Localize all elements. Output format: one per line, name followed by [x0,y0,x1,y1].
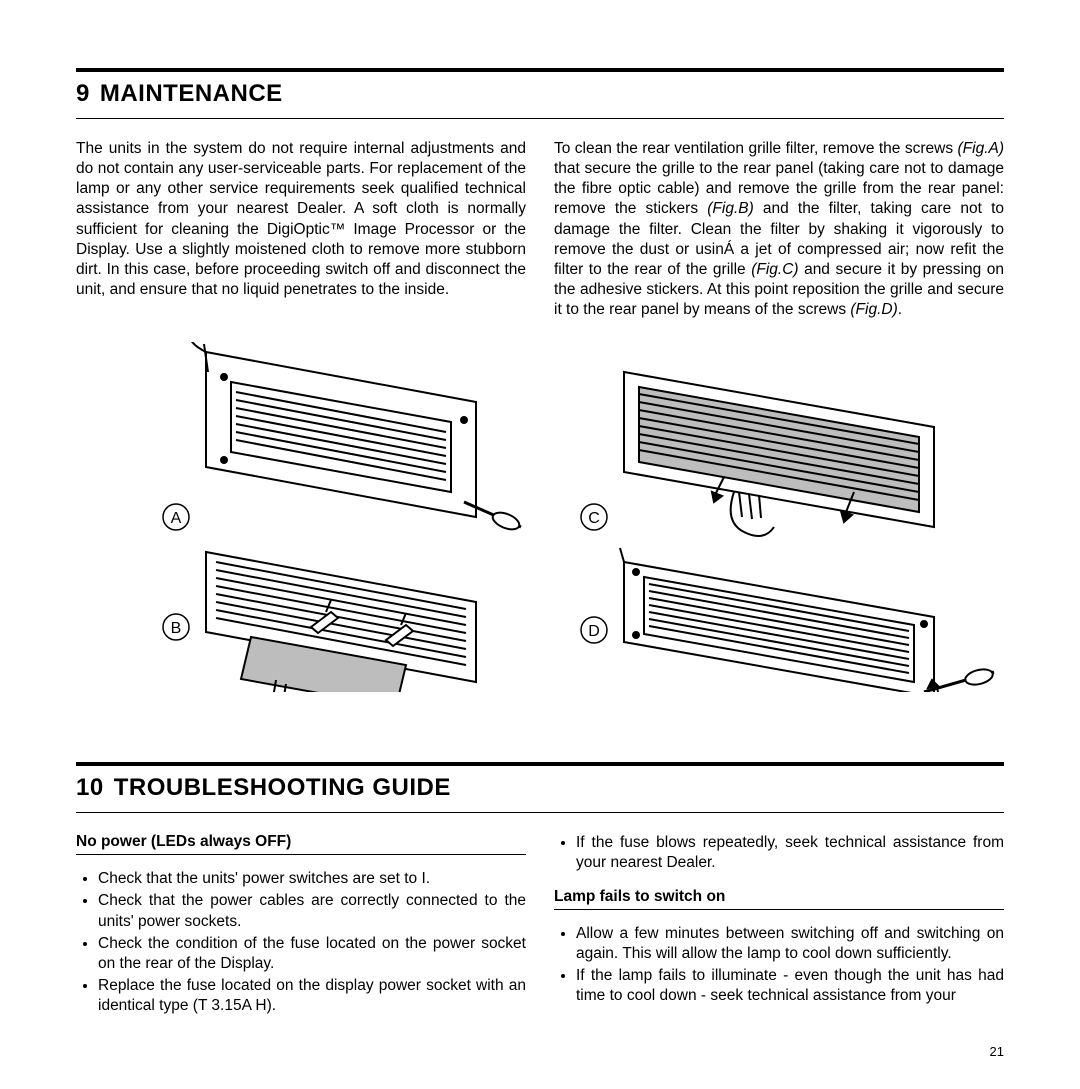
col-right: To clean the rear ventilation grille fil… [554,139,1004,320]
list-item: Check the condition of the fuse located … [98,934,526,974]
list-item: Check that the units' power switches are… [98,869,526,889]
col-left: The units in the system do not require i… [76,139,526,320]
rule-thin [76,854,526,855]
list-item: Check that the power cables are correctl… [98,891,526,931]
lamp-fails-list: Allow a few minutes between switching of… [554,924,1004,1007]
subhead-lamp-fails: Lamp fails to switch on [554,888,1004,906]
col-left: No power (LEDs always OFF) Check that th… [76,833,526,1018]
section-number: 9 [76,80,90,107]
figures-right: C [554,342,1004,692]
list-item: Replace the fuse located on the display … [98,976,526,1016]
figure-ab-illustration: A [76,342,526,692]
maintenance-right-text: To clean the rear ventilation grille fil… [554,139,1004,320]
figure-cd-illustration: C [554,342,1004,692]
list-item: If the lamp fails to illuminate - even t… [576,966,1004,1006]
section-number: 10 [76,774,104,801]
section-text: TROUBLESHOOTING GUIDE [114,774,451,801]
list-item: If the fuse blows repeatedly, seek techn… [576,833,1004,873]
section-text: MAINTENANCE [100,80,283,107]
spacer [76,732,1004,762]
figure-label-d: D [581,617,607,643]
rule-heavy [76,762,1004,766]
continued-list: If the fuse blows repeatedly, seek techn… [554,833,1004,873]
figure-label-b: B [163,614,189,640]
no-power-list: Check that the units' power switches are… [76,869,526,1016]
col-right: If the fuse blows repeatedly, seek techn… [554,833,1004,1018]
svg-text:A: A [171,510,182,527]
section-title-maintenance: 9 MAINTENANCE [76,78,1004,112]
subhead-no-power: No power (LEDs always OFF) [76,833,526,851]
svg-text:C: C [588,510,600,527]
maintenance-columns: The units in the system do not require i… [76,139,1004,320]
figure-label-c: C [581,504,607,530]
figures-row: A [76,342,1004,692]
figure-label-a: A [163,504,189,530]
rule-thin [76,118,1004,119]
svg-text:B: B [171,620,182,637]
page: 9 MAINTENANCE The units in the system do … [0,0,1080,1089]
figures-left: A [76,342,526,692]
rule-thin [554,909,1004,910]
svg-text:D: D [588,623,600,640]
list-item: Allow a few minutes between switching of… [576,924,1004,964]
rule-thin [76,812,1004,813]
page-number: 21 [76,1044,1004,1059]
troubleshoot-columns: No power (LEDs always OFF) Check that th… [76,833,1004,1018]
maintenance-left-text: The units in the system do not require i… [76,139,526,300]
section-title-troubleshoot: 10 TROUBLESHOOTING GUIDE [76,772,1004,806]
rule-heavy [76,68,1004,72]
